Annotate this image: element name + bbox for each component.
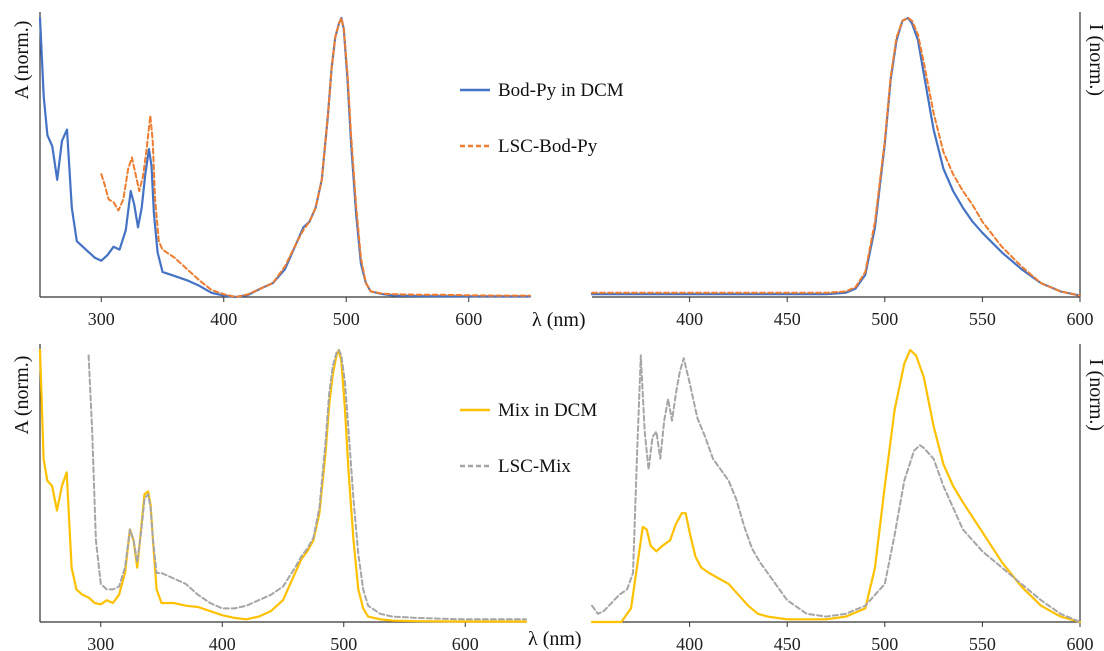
x-tick-label: 400 (210, 309, 237, 329)
series-line-mix-in-dcm (590, 348, 1082, 624)
x-tick-label: 300 (87, 634, 114, 651)
chart-panel-2: 400 450 500 550 600 I (norm.) (590, 12, 1104, 329)
x-axis-label: λ (nm) (528, 628, 582, 650)
y-axis-label: I (norm.) (1085, 359, 1104, 431)
x-tick-label: 500 (871, 634, 898, 651)
x-tick-label: 550 (969, 634, 996, 651)
x-tick-label: 500 (871, 309, 898, 329)
legend-label: LSC-Mix (498, 456, 571, 477)
x-axis-label: λ (nm) (532, 309, 586, 331)
x-tick-label: 450 (774, 634, 801, 651)
chart-panel-3: 300 400 500 600 A (norm.) λ (nm) Mix in DCM LSC… (11, 344, 597, 651)
legend-label: Bod-Py in DCM (498, 80, 624, 101)
chart-panel-4: 400 450 500 550 600 I (norm.) (590, 344, 1104, 651)
series-line-lsc-mix (87, 349, 527, 621)
x-tick-label: 600 (1067, 309, 1094, 329)
x-tick-label: 450 (774, 309, 801, 329)
x-tick-label: 300 (88, 309, 115, 329)
x-tick-label: 400 (209, 634, 236, 651)
x-tick-label: 600 (1067, 634, 1094, 651)
series-line-lsc-mix (591, 354, 1081, 623)
y-axis-label: A (norm.) (11, 356, 33, 435)
legend-label: LSC-Bod-Py (498, 136, 598, 157)
x-tick-label: 400 (676, 309, 703, 329)
series-line-bod-py-in-dcm (590, 16, 1082, 297)
series-line-bod-py-in-dcm (38, 16, 532, 299)
x-tick-label: 550 (969, 309, 996, 329)
series-line-mix-in-dcm (38, 348, 528, 623)
chart-panel-1: 300 400 500 600 A (norm.) λ (nm) Bod-Py in DCM… (11, 12, 624, 331)
series-line-lsc-bod-py (100, 17, 531, 298)
y-axis-label: A (norm.) (11, 21, 33, 100)
y-axis-label: I (norm.) (1085, 24, 1104, 96)
x-tick-label: 400 (676, 634, 703, 651)
x-tick-label: 500 (330, 634, 357, 651)
x-tick-label: 500 (333, 309, 360, 329)
x-tick-label: 600 (455, 309, 482, 329)
x-tick-label: 600 (452, 634, 479, 651)
legend-label: Mix in DCM (498, 400, 597, 421)
series-line-lsc-bod-py (591, 17, 1081, 297)
